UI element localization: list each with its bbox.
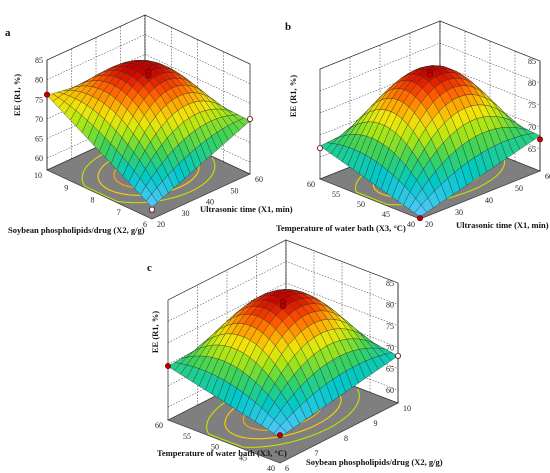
z-gridline <box>319 20 541 70</box>
z-tick-label: 80 <box>528 79 536 88</box>
design-point <box>316 145 323 152</box>
x-tick-label: 7 <box>315 449 319 458</box>
z-axis-label: EE (R1, %) <box>12 74 22 116</box>
design-point <box>44 91 51 98</box>
x-tick-label: 30 <box>455 208 463 217</box>
y-tick-label: 40 <box>407 220 415 229</box>
surface-facet <box>273 425 287 438</box>
y-tick-label: 45 <box>239 453 247 462</box>
y-tick-label: 55 <box>183 432 191 441</box>
z-tick-label: 65 <box>386 365 394 374</box>
y-tick-label: 50 <box>211 443 219 452</box>
response-surface <box>319 65 541 218</box>
y-axis-label: Temperature of water bath (X3, °C) <box>157 448 287 458</box>
design-point <box>426 71 433 78</box>
x-tick-label: 40 <box>485 196 493 205</box>
x-tick-label: 10 <box>403 404 411 413</box>
response-surface <box>167 289 399 438</box>
panel-c: 60 65 70 75 80 85 6 7 8 9 10 40 45 50 55 60 EE (R1, %) So… <box>147 239 443 473</box>
z-tick-label: 85 <box>528 57 536 66</box>
x-tick-label: 9 <box>374 419 378 428</box>
design-point <box>394 352 401 359</box>
z-tick-label: 75 <box>35 95 43 104</box>
panel-letter: b <box>285 21 291 33</box>
panel-b: 65 70 75 80 85 20 30 40 50 60 40 45 50 55 60 EE (R1, %)… <box>276 20 550 233</box>
z-tick-label: 65 <box>528 145 536 154</box>
x-tick-label: 8 <box>344 434 348 443</box>
response-surface <box>46 60 251 208</box>
x-tick-label: 6 <box>285 464 289 473</box>
x-tick-label: 20 <box>157 220 165 229</box>
y-tick-label: 60 <box>155 421 163 430</box>
y-tick-label: 6 <box>143 220 147 229</box>
x-axis-label: Ultrasonic time (X1, min) <box>456 220 549 230</box>
z-tick-label: 80 <box>386 300 394 309</box>
z-tick-label: 85 <box>386 279 394 288</box>
z-axis-label: EE (R1, %) <box>288 75 298 117</box>
y-axis-label: Temperature of water bath (X3, °C) <box>276 223 406 233</box>
panel-letter: c <box>147 262 152 274</box>
design-point <box>416 215 423 222</box>
z-tick-label: 85 <box>35 56 43 65</box>
design-point <box>276 432 283 439</box>
x-axis-label: Ultrasonic time (X1, min) <box>200 204 293 214</box>
design-point <box>246 116 253 123</box>
y-tick-label: 7 <box>117 208 121 217</box>
y-axis-label: Soybean phospholipids/drug (X2, g/g) <box>8 225 145 235</box>
surface-facet <box>145 193 158 208</box>
z-gridline <box>167 239 399 301</box>
x-axis-label: Soybean phospholipids/drug (X2, g/g) <box>306 457 443 467</box>
design-point <box>279 303 286 310</box>
x-tick-label: 60 <box>545 172 550 181</box>
z-tick-label: 60 <box>386 386 394 395</box>
design-point <box>164 362 171 369</box>
z-tick-label: 80 <box>35 76 43 85</box>
y-tick-label: 8 <box>91 196 95 205</box>
x-tick-label: 20 <box>425 220 433 229</box>
surface-facet <box>414 204 427 218</box>
panel-letter: a <box>5 27 11 39</box>
x-tick-label: 50 <box>515 184 523 193</box>
z-tick-label: 65 <box>35 135 43 144</box>
x-tick-label: 50 <box>231 186 239 195</box>
z-gridline <box>167 261 399 322</box>
z-gridline <box>167 282 399 344</box>
z-tick-label: 70 <box>35 115 43 124</box>
x-tick-label: 60 <box>255 175 263 184</box>
z-axis-label: EE (R1, %) <box>150 311 160 353</box>
y-tick-label: 9 <box>64 183 68 192</box>
design-point <box>148 206 155 213</box>
design-point <box>537 136 544 143</box>
panel-a: 60 65 70 75 80 85 20 30 40 50 60 6 7 8 9 10 EE (R1, %) Ul… <box>5 14 293 235</box>
y-tick-label: 45 <box>382 210 390 219</box>
x-tick-label: 30 <box>182 209 190 218</box>
z-tick-label: 70 <box>386 343 394 352</box>
design-point <box>145 72 152 79</box>
x-tick-label: 40 <box>206 198 214 207</box>
y-tick-label: 10 <box>34 171 42 180</box>
y-tick-label: 40 <box>267 464 275 473</box>
y-tick-label: 55 <box>332 190 340 199</box>
y-tick-label: 60 <box>307 180 315 189</box>
z-tick-label: 70 <box>528 123 536 132</box>
z-tick-label: 75 <box>386 322 394 331</box>
z-tick-label: 75 <box>528 101 536 110</box>
y-tick-label: 50 <box>357 200 365 209</box>
z-tick-label: 60 <box>35 154 43 163</box>
